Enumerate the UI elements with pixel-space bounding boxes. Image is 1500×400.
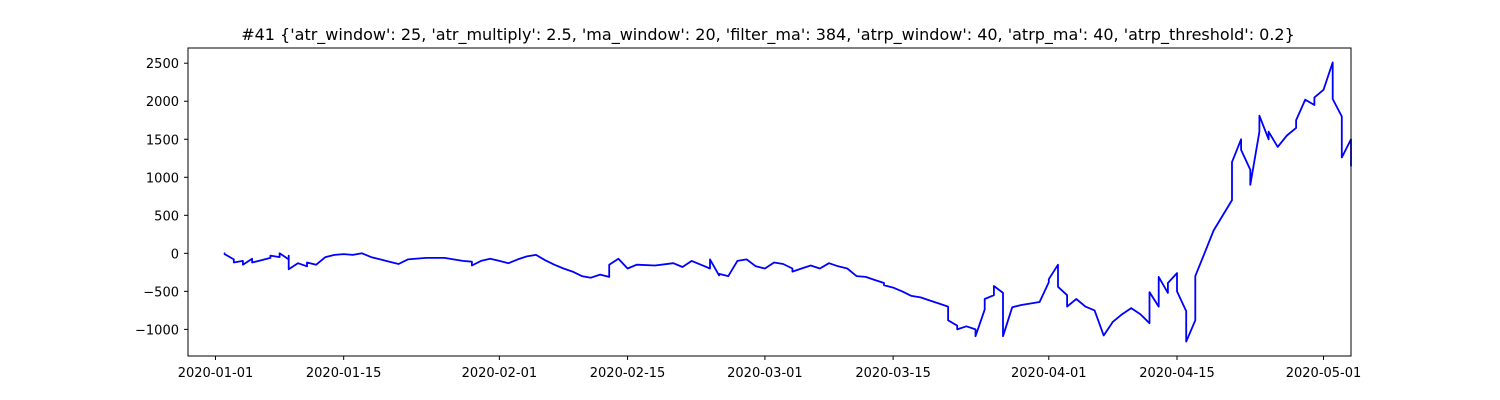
chart-title: #41 {'atr_window': 25, 'atr_multiply': 2… [241, 25, 1295, 45]
x-tick-label: 2020-02-15 [590, 366, 666, 381]
x-tick-label: 2020-01-15 [306, 366, 382, 381]
x-tick-label: 2020-04-15 [1139, 366, 1215, 381]
x-tick-label: 2020-05-01 [1286, 366, 1362, 381]
y-axis: −1000 −500 0 500 1000 1500 2000 2500 [135, 57, 188, 338]
y-tick-label: −500 [143, 285, 179, 300]
x-tick-label: 2020-01-01 [178, 366, 254, 381]
series-line-0 [223, 61, 1352, 343]
x-tick-label: 2020-03-01 [727, 366, 803, 381]
axes-frame [187, 47, 1352, 357]
y-tick-label: 1500 [146, 133, 179, 148]
x-tick-label: 2020-04-01 [1011, 366, 1087, 381]
x-axis: 2020-01-01 2020-01-15 2020-02-01 2020-02-15… [178, 356, 1362, 381]
x-tick-label: 2020-03-15 [855, 366, 931, 381]
y-tick-label: 2000 [146, 95, 179, 110]
plot-area [223, 61, 1352, 343]
x-tick-label: 2020-02-01 [462, 366, 538, 381]
y-tick-label: 1000 [146, 171, 179, 186]
y-tick-label: −1000 [135, 323, 179, 338]
y-tick-label: 500 [154, 209, 179, 224]
y-tick-label: 0 [171, 247, 179, 262]
y-tick-label: 2500 [146, 57, 179, 72]
